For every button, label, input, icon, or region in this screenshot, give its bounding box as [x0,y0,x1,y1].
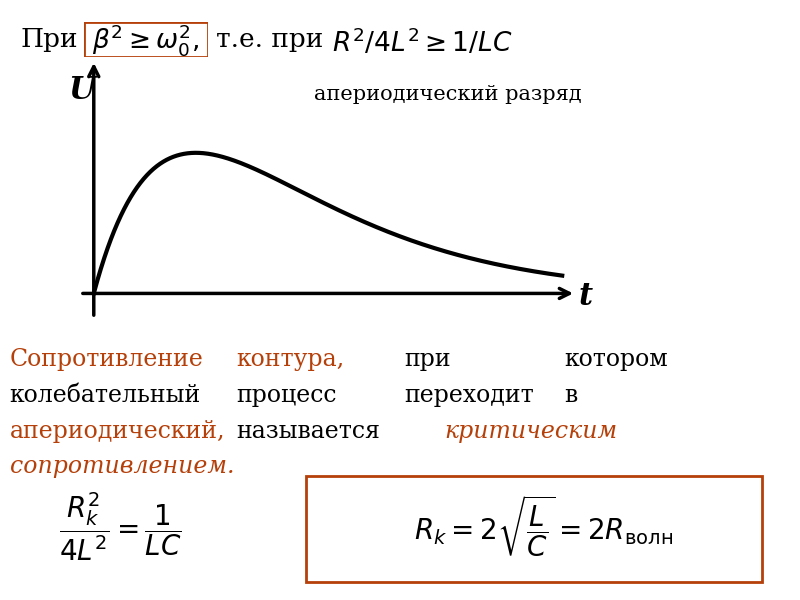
Text: колебательный: колебательный [10,384,201,407]
Text: t: t [578,281,593,312]
Text: котором: котором [564,348,668,371]
Text: критическим: критическим [444,420,617,443]
Text: контура,: контура, [236,348,344,371]
Bar [306,476,762,582]
Text: $\dfrac{R_k^2}{4L^2} = \dfrac{1}{LC}$: $\dfrac{R_k^2}{4L^2} = \dfrac{1}{LC}$ [59,490,182,563]
Text: $R^2 / 4L^2 \geq 1/ LC$: $R^2 / 4L^2 \geq 1/ LC$ [332,27,513,58]
Text: называется: называется [236,420,380,443]
Text: апериодический,: апериодический, [10,420,226,443]
Text: $\beta^2 \geq \omega_0^2,$: $\beta^2 \geq \omega_0^2,$ [92,22,200,58]
Text: $R_k = 2\sqrt{\dfrac{L}{C}} = 2R_{\text{волн}}$: $R_k = 2\sqrt{\dfrac{L}{C}} = 2R_{\text{… [414,494,673,559]
Text: апериодический разряд: апериодический разряд [314,85,582,104]
Text: U: U [69,76,95,106]
Text: переходит: переходит [404,384,534,407]
Text: процесс: процесс [236,384,337,407]
Text: в: в [564,384,578,407]
Text: Сопротивление: Сопротивление [10,348,203,371]
Text: При: При [20,27,78,52]
Text: при: при [404,348,450,371]
Text: сопротивлением.: сопротивлением. [10,455,234,478]
Text: т.е. при: т.е. при [216,27,323,52]
